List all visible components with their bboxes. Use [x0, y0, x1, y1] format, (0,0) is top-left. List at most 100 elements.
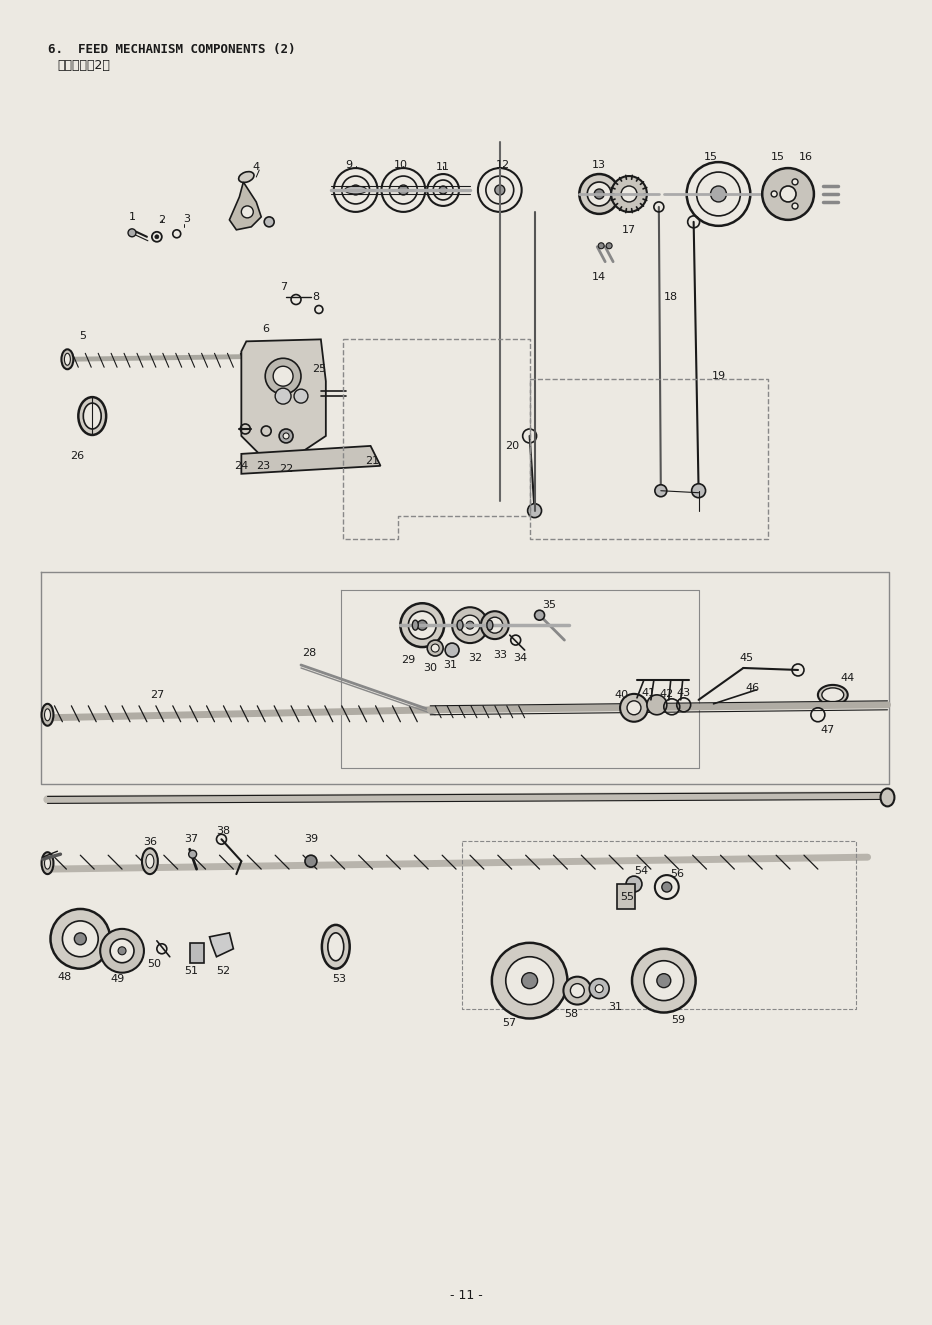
Text: 18: 18	[664, 292, 678, 302]
Text: 25: 25	[312, 364, 326, 374]
Ellipse shape	[42, 852, 53, 874]
Circle shape	[408, 611, 436, 639]
Text: 52: 52	[216, 966, 230, 975]
Text: 49: 49	[110, 974, 124, 983]
Ellipse shape	[45, 709, 50, 721]
Polygon shape	[241, 447, 380, 474]
Text: 31: 31	[443, 660, 457, 670]
Circle shape	[662, 882, 672, 892]
Ellipse shape	[239, 172, 254, 183]
Text: 29: 29	[401, 655, 416, 665]
Bar	[617, 884, 635, 909]
Polygon shape	[229, 182, 261, 229]
Text: 33: 33	[493, 651, 507, 660]
Circle shape	[445, 643, 459, 657]
Ellipse shape	[64, 354, 71, 366]
Text: 送り関係（2）: 送り関係（2）	[58, 60, 110, 72]
Ellipse shape	[822, 688, 843, 702]
Ellipse shape	[818, 685, 848, 705]
Circle shape	[188, 851, 197, 859]
Text: 28: 28	[302, 648, 316, 659]
Text: 56: 56	[670, 869, 684, 878]
Circle shape	[460, 615, 480, 635]
Circle shape	[580, 174, 619, 213]
Circle shape	[492, 943, 568, 1019]
Ellipse shape	[457, 620, 463, 631]
Circle shape	[75, 933, 87, 945]
Text: 20: 20	[504, 441, 519, 451]
Circle shape	[626, 876, 642, 892]
Text: 34: 34	[514, 653, 528, 662]
Circle shape	[647, 694, 666, 714]
Text: - 11 -: - 11 -	[449, 1289, 483, 1302]
Ellipse shape	[412, 620, 418, 631]
Circle shape	[273, 366, 293, 386]
Circle shape	[101, 929, 144, 973]
Circle shape	[487, 617, 502, 633]
Text: 7: 7	[281, 282, 288, 292]
Text: 37: 37	[185, 835, 199, 844]
Circle shape	[439, 186, 447, 193]
Circle shape	[780, 186, 796, 201]
Polygon shape	[210, 933, 233, 957]
Circle shape	[279, 429, 293, 443]
Ellipse shape	[83, 403, 102, 429]
Circle shape	[627, 701, 641, 714]
Circle shape	[506, 957, 554, 1004]
Ellipse shape	[345, 186, 366, 193]
Ellipse shape	[142, 848, 158, 874]
Circle shape	[620, 694, 648, 722]
Text: 17: 17	[622, 225, 636, 235]
Text: 13: 13	[592, 160, 606, 170]
Text: 57: 57	[502, 1019, 517, 1028]
Text: 39: 39	[304, 835, 318, 844]
Text: 6.  FEED MECHANISM COMPONENTS (2): 6. FEED MECHANISM COMPONENTS (2)	[48, 44, 295, 56]
Circle shape	[62, 921, 98, 957]
Text: 5: 5	[79, 331, 86, 342]
Ellipse shape	[78, 398, 106, 435]
Circle shape	[611, 176, 647, 212]
Circle shape	[657, 974, 671, 987]
Circle shape	[596, 984, 603, 992]
Circle shape	[589, 979, 610, 999]
Circle shape	[595, 189, 604, 199]
Circle shape	[427, 640, 443, 656]
Text: 3: 3	[184, 213, 190, 224]
Ellipse shape	[62, 350, 74, 370]
Text: 2: 2	[158, 215, 165, 225]
Text: 35: 35	[542, 600, 556, 611]
Circle shape	[401, 603, 445, 647]
Text: 15: 15	[771, 152, 785, 162]
Circle shape	[452, 607, 487, 643]
Circle shape	[418, 620, 427, 631]
Text: 23: 23	[256, 461, 270, 470]
Circle shape	[283, 433, 289, 439]
Ellipse shape	[322, 925, 350, 969]
Circle shape	[275, 388, 291, 404]
Circle shape	[692, 484, 706, 498]
Text: 36: 36	[143, 837, 157, 847]
Text: 27: 27	[150, 690, 164, 700]
Ellipse shape	[146, 855, 154, 868]
Text: 31: 31	[608, 1002, 622, 1011]
Text: 58: 58	[564, 1008, 579, 1019]
Text: 30: 30	[423, 662, 437, 673]
Text: 41: 41	[642, 688, 656, 698]
Bar	[189, 943, 203, 963]
Text: 4: 4	[253, 162, 260, 172]
Text: 32: 32	[468, 653, 482, 662]
Circle shape	[432, 644, 439, 652]
Circle shape	[587, 182, 611, 205]
Text: 26: 26	[70, 451, 85, 461]
Circle shape	[495, 186, 505, 195]
Text: 12: 12	[496, 160, 510, 170]
Circle shape	[110, 939, 134, 963]
Circle shape	[792, 179, 798, 186]
Circle shape	[655, 485, 666, 497]
Circle shape	[241, 205, 254, 217]
Text: 24: 24	[234, 461, 249, 470]
Ellipse shape	[487, 620, 493, 631]
Circle shape	[118, 947, 126, 955]
Text: 16: 16	[799, 152, 813, 162]
Ellipse shape	[328, 933, 344, 961]
